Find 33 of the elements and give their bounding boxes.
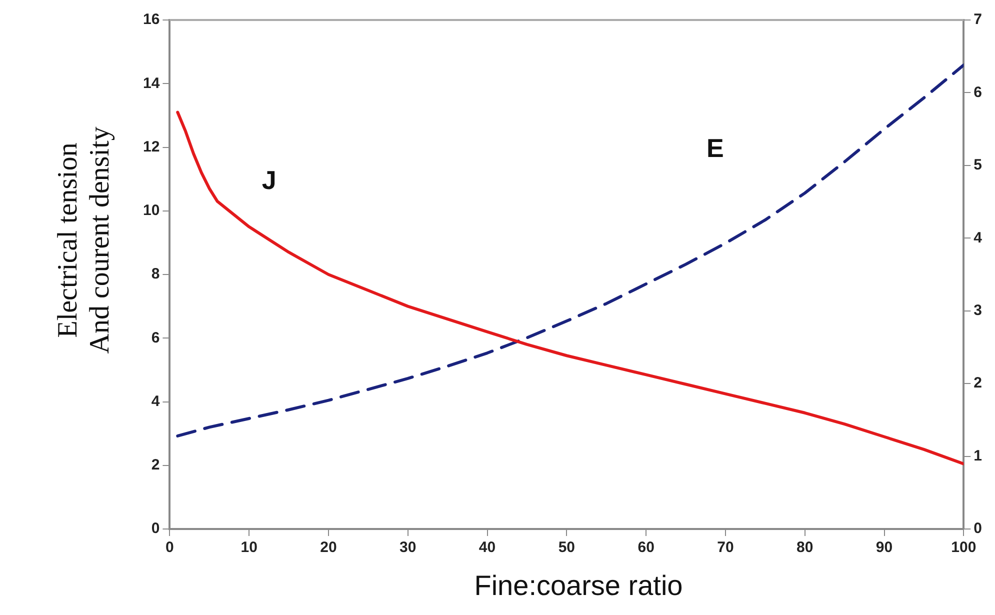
y2-tick-label: 5 [974,156,982,174]
y-tick-label: 8 [151,266,160,283]
x-tick-label: 10 [240,539,258,556]
x-tick-label: 100 [951,539,976,556]
x-tick-label: 80 [796,539,814,556]
x-tick-label: 90 [876,539,893,556]
x-tick-label: 50 [558,539,576,556]
y-tick-label: 10 [142,202,160,220]
y-tick-label: 0 [151,520,160,538]
y-tick-label: 12 [142,138,160,156]
x-axis-title: Fine:coarse ratio [473,570,684,602]
y-tick-label: 2 [151,456,160,474]
y-tick-label: 14 [142,74,160,92]
x-tick-label: 30 [400,539,416,556]
series-label: J [262,164,276,195]
y-tick-label: 6 [151,329,160,346]
y2-tick-label: 2 [974,374,982,392]
x-tick-label: 40 [478,539,496,556]
x-tick-label: 20 [320,539,337,556]
y-tick-label: 4 [151,392,160,410]
y-tick-label: 16 [142,11,160,28]
y2-tick-label: 4 [974,229,983,246]
line-series [176,64,964,438]
y2-tick-label: 6 [974,84,982,101]
x-tick-label: 70 [717,539,734,556]
y2-tick-label: 3 [974,302,982,319]
y2-tick-label: 1 [974,447,982,464]
text: E [706,133,724,164]
x-tick-label: 60 [638,539,654,556]
x-tick-label: 0 [166,539,174,556]
y-axis-title: Electrical tension And courent density [52,126,117,354]
y2-tick-label: 0 [974,520,982,538]
y2-tick-label: 7 [974,11,982,28]
